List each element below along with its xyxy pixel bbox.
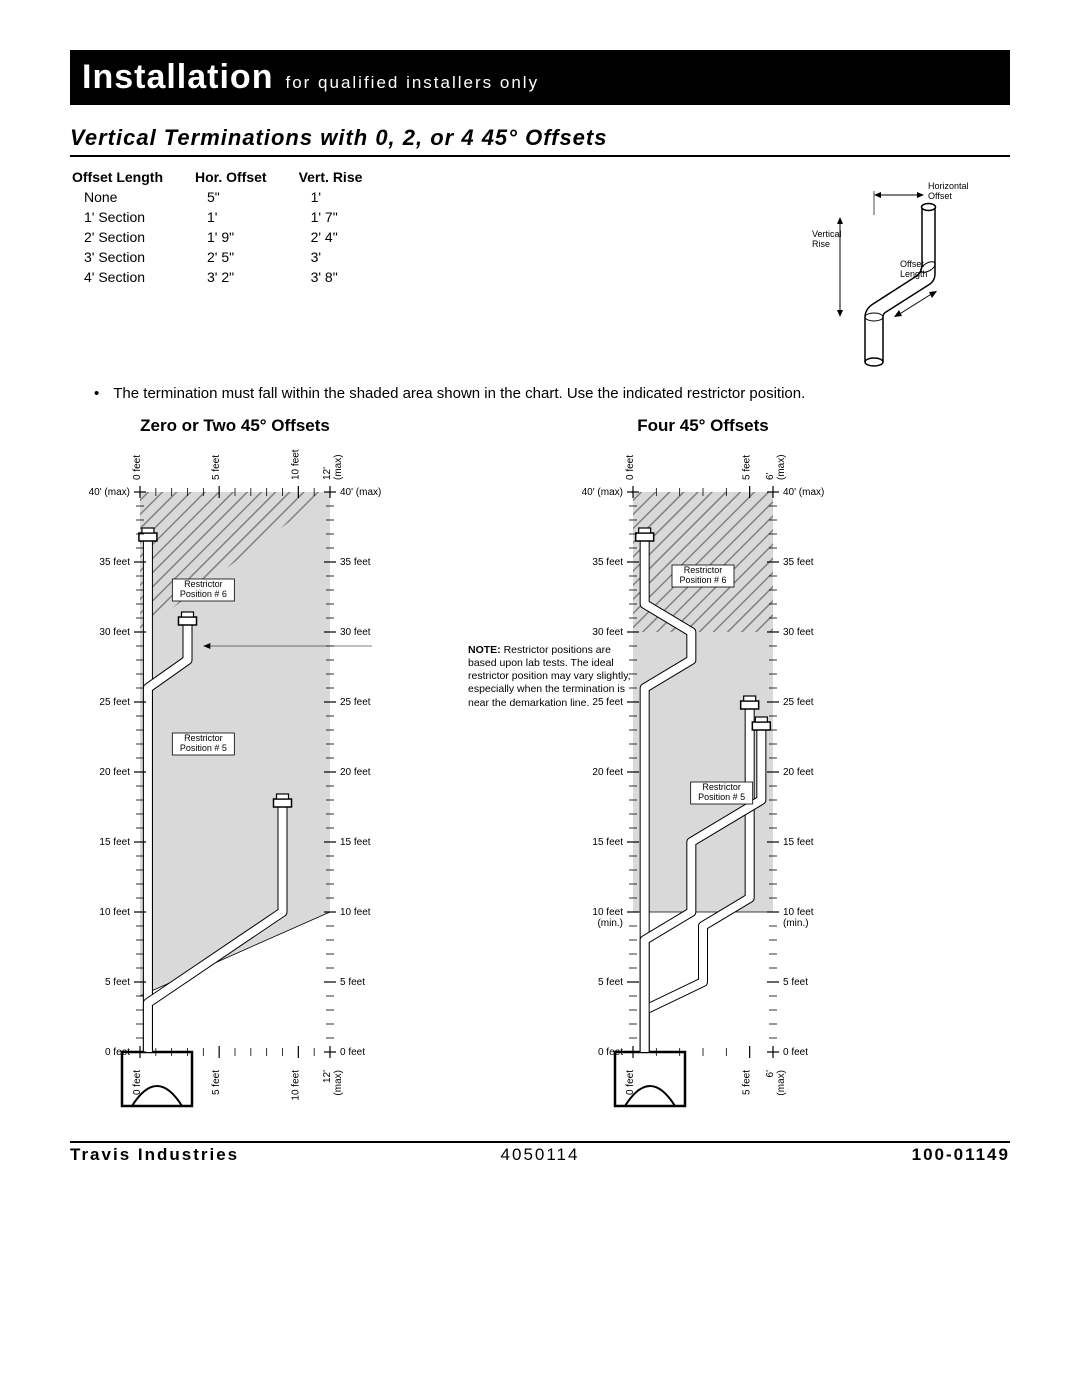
svg-text:30 feet: 30 feet bbox=[592, 627, 623, 638]
svg-text:5 feet: 5 feet bbox=[742, 455, 753, 480]
svg-text:HorizontalOffset: HorizontalOffset bbox=[928, 181, 969, 201]
svg-text:12'(max): 12'(max) bbox=[322, 454, 344, 480]
svg-text:15 feet: 15 feet bbox=[340, 837, 371, 848]
offset-table-cell: 3' 2" bbox=[193, 267, 297, 287]
svg-text:5 feet: 5 feet bbox=[340, 977, 365, 988]
svg-text:30 feet: 30 feet bbox=[783, 627, 814, 638]
offset-table-cell: 5" bbox=[193, 187, 297, 207]
section-title: Vertical Terminations with 0, 2, or 4 45… bbox=[70, 125, 1010, 157]
offset-table-header: Offset Length bbox=[70, 167, 193, 187]
chart-svg-left: 0 feet 0 feet 5 feet 5 feet 10 feet 10 feet 15… bbox=[70, 442, 400, 1112]
offset-table-cell: 3' Section bbox=[70, 247, 193, 267]
svg-text:10 feet: 10 feet bbox=[290, 449, 301, 480]
charts-row: Zero or Two 45° Offsets 0 feet 0 feet 5 fe… bbox=[70, 416, 1010, 1117]
page-number: 17 bbox=[977, 58, 1010, 92]
svg-text:0 feet: 0 feet bbox=[598, 1047, 623, 1058]
svg-text:VerticalRise: VerticalRise bbox=[812, 229, 842, 249]
svg-text:15 feet: 15 feet bbox=[592, 837, 623, 848]
offset-table-header: Vert. Rise bbox=[297, 167, 393, 187]
header-title-sub: for qualified installers only bbox=[285, 73, 539, 93]
svg-text:35 feet: 35 feet bbox=[99, 557, 130, 568]
offset-table-cell: 1' bbox=[193, 207, 297, 227]
offset-table-cell: 2' 4" bbox=[297, 227, 393, 247]
svg-text:10 feet: 10 feet bbox=[340, 907, 371, 918]
svg-text:RestrictorPosition # 5: RestrictorPosition # 5 bbox=[180, 733, 227, 753]
svg-text:0 feet: 0 feet bbox=[625, 455, 636, 480]
svg-text:6'(max): 6'(max) bbox=[765, 1070, 787, 1096]
top-row: Offset LengthHor. OffsetVert. Rise None5"… bbox=[70, 167, 1010, 367]
offset-table-cell: 4' Section bbox=[70, 267, 193, 287]
footer-left: Travis Industries bbox=[70, 1145, 383, 1165]
svg-text:25 feet: 25 feet bbox=[783, 697, 814, 708]
offset-table: Offset LengthHor. OffsetVert. Rise None5"… bbox=[70, 167, 392, 287]
svg-text:10 feet: 10 feet bbox=[99, 907, 130, 918]
svg-text:0 feet: 0 feet bbox=[105, 1047, 130, 1058]
svg-text:20 feet: 20 feet bbox=[99, 767, 130, 778]
svg-text:10 feet: 10 feet bbox=[290, 1070, 301, 1101]
svg-text:0 feet: 0 feet bbox=[783, 1047, 808, 1058]
svg-text:10 feet(min.): 10 feet(min.) bbox=[592, 907, 623, 929]
svg-text:30 feet: 30 feet bbox=[99, 627, 130, 638]
svg-text:0 feet: 0 feet bbox=[625, 1070, 636, 1095]
svg-text:6'(max): 6'(max) bbox=[765, 454, 787, 480]
offset-table-cell: 2' Section bbox=[70, 227, 193, 247]
footer-row: Travis Industries 4050114 100-01149 bbox=[70, 1145, 1010, 1165]
offset-table-cell: None bbox=[70, 187, 193, 207]
svg-text:5 feet: 5 feet bbox=[783, 977, 808, 988]
svg-text:40' (max): 40' (max) bbox=[783, 487, 824, 498]
svg-text:RestrictorPosition # 6: RestrictorPosition # 6 bbox=[679, 565, 726, 585]
svg-text:40' (max): 40' (max) bbox=[340, 487, 381, 498]
footer-right: 100-01149 bbox=[697, 1145, 1010, 1165]
svg-text:35 feet: 35 feet bbox=[783, 557, 814, 568]
offset-diagram: VerticalRise HorizontalOffset OffsetLength bbox=[770, 167, 970, 367]
svg-text:15 feet: 15 feet bbox=[99, 837, 130, 848]
offset-table-cell: 1' 7" bbox=[297, 207, 393, 227]
footer-rule bbox=[70, 1141, 1010, 1143]
offset-table-cell: 3' 8" bbox=[297, 267, 393, 287]
svg-text:35 feet: 35 feet bbox=[340, 557, 371, 568]
header-bar: Installation for qualified installers on… bbox=[70, 50, 1010, 105]
offset-table-header: Hor. Offset bbox=[193, 167, 297, 187]
svg-text:0 feet: 0 feet bbox=[132, 1070, 143, 1095]
bullet-note: The termination must fall within the sha… bbox=[94, 385, 1010, 402]
offset-table-cell: 3' bbox=[297, 247, 393, 267]
header-title-main: Installation bbox=[82, 58, 273, 97]
svg-text:RestrictorPosition # 6: RestrictorPosition # 6 bbox=[180, 579, 227, 599]
restrictor-note: NOTE: Restrictor positions are based upo… bbox=[468, 644, 632, 710]
chart-title-right: Four 45° Offsets bbox=[563, 416, 843, 436]
svg-text:35 feet: 35 feet bbox=[592, 557, 623, 568]
svg-text:25 feet: 25 feet bbox=[99, 697, 130, 708]
chart-panel-left: Zero or Two 45° Offsets 0 feet 0 feet 5 fe… bbox=[70, 416, 400, 1117]
chart-title-left: Zero or Two 45° Offsets bbox=[70, 416, 400, 436]
svg-text:10 feet(min.): 10 feet(min.) bbox=[783, 907, 814, 929]
svg-text:5 feet: 5 feet bbox=[211, 455, 222, 480]
offset-table-cell: 2' 5" bbox=[193, 247, 297, 267]
svg-text:0 feet: 0 feet bbox=[132, 455, 143, 480]
svg-text:20 feet: 20 feet bbox=[340, 767, 371, 778]
footer-center: 4050114 bbox=[383, 1145, 696, 1165]
svg-text:20 feet: 20 feet bbox=[592, 767, 623, 778]
note-label: NOTE: bbox=[468, 644, 501, 656]
chart-panel-right: Four 45° Offsets 0 feet 0 feet 5 feet 5 fee… bbox=[563, 416, 843, 1117]
svg-text:40' (max): 40' (max) bbox=[89, 487, 130, 498]
svg-text:RestrictorPosition # 5: RestrictorPosition # 5 bbox=[698, 782, 745, 802]
svg-text:5 feet: 5 feet bbox=[742, 1070, 753, 1095]
svg-text:25 feet: 25 feet bbox=[340, 697, 371, 708]
offset-table-cell: 1' bbox=[297, 187, 393, 207]
svg-text:30 feet: 30 feet bbox=[340, 627, 371, 638]
svg-text:OffsetLength: OffsetLength bbox=[900, 259, 928, 279]
svg-text:5 feet: 5 feet bbox=[105, 977, 130, 988]
svg-text:5 feet: 5 feet bbox=[211, 1070, 222, 1095]
svg-text:0 feet: 0 feet bbox=[340, 1047, 365, 1058]
svg-text:15 feet: 15 feet bbox=[783, 837, 814, 848]
offset-table-cell: 1' 9" bbox=[193, 227, 297, 247]
svg-text:20 feet: 20 feet bbox=[783, 767, 814, 778]
offset-table-cell: 1' Section bbox=[70, 207, 193, 227]
svg-text:40' (max): 40' (max) bbox=[582, 487, 623, 498]
chart-svg-right: 0 feet 0 feet 5 feet 5 feet 10 feet(min.) 10 … bbox=[563, 442, 843, 1112]
svg-text:12'(max): 12'(max) bbox=[322, 1070, 344, 1096]
svg-text:5 feet: 5 feet bbox=[598, 977, 623, 988]
